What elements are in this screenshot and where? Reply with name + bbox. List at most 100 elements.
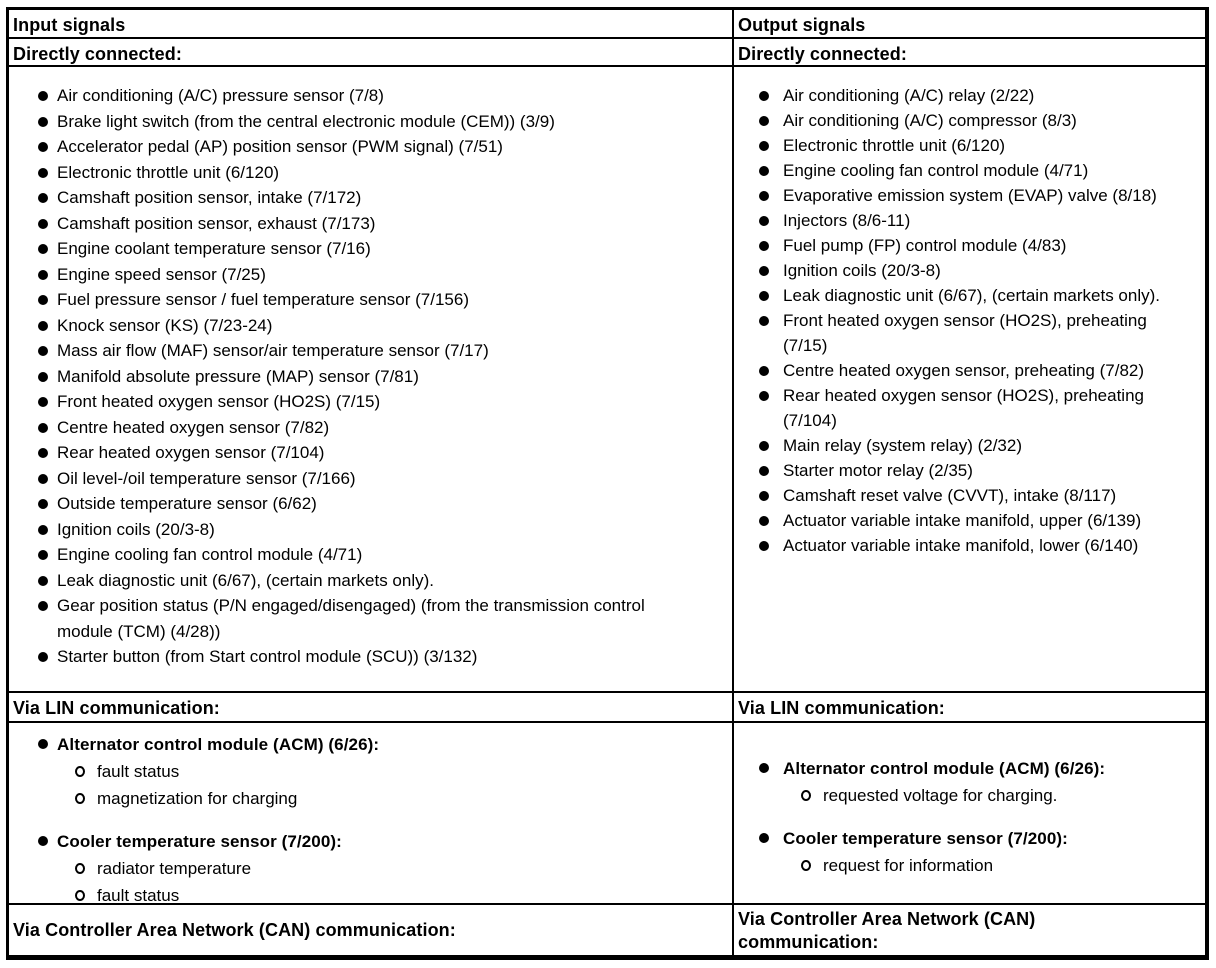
bullet-icon [759, 516, 769, 526]
list-item-text: Oil level-/oil temperature sensor (7/166… [57, 468, 356, 488]
list-item: Centre heated oxygen sensor, preheating … [758, 358, 1163, 383]
bullet-icon [759, 141, 769, 151]
list-item: Camshaft position sensor, intake (7/172) [37, 185, 657, 211]
list-item-text: Starter button (from Start control modul… [57, 647, 478, 666]
list-item-text: Starter motor relay (2/35) [783, 461, 973, 480]
lin-group: Cooler temperature sensor (7/200): radiat… [37, 828, 732, 903]
sub-bullet-icon [75, 863, 85, 874]
bullet-icon [38, 218, 48, 229]
list-item-text: Rear heated oxygen sensor (7/104) [57, 443, 325, 462]
lin-group-subitems: fault status magnetization for charging [57, 758, 732, 812]
list-item: Gear position status (P/N engaged/diseng… [37, 593, 657, 644]
list-item-text: Leak diagnostic unit (6/67), (certain ma… [783, 286, 1161, 305]
list-item-text: Leak diagnostic unit (6/67), (certain ma… [57, 570, 435, 590]
list-item-text: Front heated oxygen sensor (HO2S) (7/15) [57, 392, 381, 411]
bullet-icon [38, 116, 48, 127]
lin-subitem: fault status [75, 882, 732, 903]
bullet-icon [38, 550, 48, 560]
bullet-icon [759, 291, 769, 301]
list-item-text: Main relay (system relay) (2/32) [783, 436, 1023, 455]
list-item-text: Camshaft reset valve (CVVT), intake (8/1… [783, 486, 1117, 505]
list-item-text: Outside temperature sensor (6/62) [57, 494, 317, 513]
list-item: Camshaft position sensor, exhaust (7/173… [37, 211, 657, 237]
list-item: Starter button (from Start control modul… [37, 644, 657, 670]
list-item: Actuator variable intake manifold, lower… [758, 533, 1163, 558]
list-item: Brake light switch (from the central ele… [37, 109, 657, 135]
list-item: Injectors (8/6-11) [758, 208, 1163, 233]
list-item: Outside temperature sensor (6/62) [37, 491, 657, 517]
bullet-icon [38, 652, 48, 662]
list-item-text: Centre heated oxygen sensor (7/82) [57, 417, 330, 437]
lin-subitem: request for information [801, 852, 1205, 879]
bullet-icon [38, 473, 48, 484]
output-directly-connected-label: Directly connected: [734, 39, 1205, 67]
bullet-icon [38, 371, 48, 382]
sub-bullet-icon [75, 793, 85, 804]
bullet-icon [759, 316, 769, 326]
output-lin-cell: Alternator control module (ACM) (6/26): r… [734, 723, 1205, 905]
list-item: Ignition coils (20/3-8) [37, 517, 657, 543]
list-item-text: Electronic throttle unit (6/120) [57, 162, 280, 182]
list-item-text: Camshaft position sensor, intake (7/172) [57, 188, 362, 207]
lin-group-title: Cooler temperature sensor (7/200): [57, 832, 342, 851]
bullet-icon [759, 166, 769, 176]
bullet-icon [38, 167, 48, 178]
list-item: Air conditioning (A/C) pressure sensor (… [37, 83, 657, 109]
bullet-icon [759, 191, 769, 201]
bullet-icon [38, 142, 48, 152]
output-signals-header: Output signals [734, 10, 1205, 39]
bullet-icon [38, 601, 48, 611]
input-can-label-text: Via Controller Area Network (CAN) commun… [13, 920, 456, 940]
bullet-icon [759, 391, 769, 401]
bullet-icon [38, 499, 48, 509]
list-item: Fuel pressure sensor / fuel temperature … [37, 287, 657, 313]
list-item-text: Centre heated oxygen sensor, preheating … [783, 361, 1145, 380]
lin-subitem-text: requested voltage for charging. [823, 786, 1058, 805]
lin-subitem: fault status [75, 758, 732, 785]
lin-group-title: Alternator control module (ACM) (6/26): [57, 735, 380, 754]
list-item-text: Accelerator pedal (AP) position sensor (… [57, 137, 503, 156]
input-can-label: Via Controller Area Network (CAN) commun… [9, 905, 734, 955]
list-item: Actuator variable intake manifold, upper… [758, 508, 1163, 533]
list-item: Knock sensor (KS) (7/23-24) [37, 313, 657, 339]
bullet-icon [38, 320, 48, 331]
list-item-text: Evaporative emission system (EVAP) valve… [783, 186, 1157, 205]
list-item: Ignition coils (20/3-8) [758, 258, 1163, 283]
lin-group-title: Cooler temperature sensor (7/200): [783, 829, 1068, 848]
output-lin-groups: Alternator control module (ACM) (6/26): r… [734, 723, 1205, 879]
list-item: Mass air flow (MAF) sensor/air temperatu… [37, 338, 657, 364]
sub-bullet-icon [75, 766, 85, 777]
bullet-icon [759, 441, 769, 451]
list-item-text: Air conditioning (A/C) compressor (8/3) [783, 111, 1077, 130]
bullet-icon [759, 116, 769, 126]
list-item-text: Engine speed sensor (7/25) [57, 264, 266, 284]
list-item: Main relay (system relay) (2/32) [758, 433, 1163, 458]
input-directly-connected-label: Directly connected: [9, 39, 734, 67]
list-item-text: Actuator variable intake manifold, upper… [783, 511, 1142, 530]
output-signals-header-text: Output signals [738, 15, 866, 35]
list-item-text: Engine coolant temperature sensor (7/16) [57, 239, 371, 258]
output-directly-connected-list: Air conditioning (A/C) relay (2/22) Air c… [734, 67, 1205, 558]
list-item-text: Electronic throttle unit (6/120) [783, 136, 1006, 155]
lin-group-subitems: radiator temperature fault status [57, 855, 732, 903]
list-item-text: Brake light switch (from the central ele… [57, 111, 555, 131]
input-lin-groups: Alternator control module (ACM) (6/26): f… [9, 723, 732, 903]
bullet-icon [759, 833, 769, 843]
output-can-label: Via Controller Area Network (CAN) commun… [734, 905, 1205, 955]
list-item: Engine cooling fan control module (4/71) [758, 158, 1163, 183]
input-lin-label-text: Via LIN communication: [13, 698, 220, 718]
bullet-icon [759, 763, 769, 773]
lin-group-title: Alternator control module (ACM) (6/26): [783, 759, 1106, 778]
list-item-text: Manifold absolute pressure (MAP) sensor … [57, 366, 419, 386]
list-item: Leak diagnostic unit (6/67), (certain ma… [758, 283, 1163, 308]
list-item: Air conditioning (A/C) compressor (8/3) [758, 108, 1163, 133]
list-item: Engine coolant temperature sensor (7/16) [37, 236, 657, 262]
bullet-icon [38, 193, 48, 203]
list-item-text: Air conditioning (A/C) relay (2/22) [783, 86, 1035, 105]
list-item: Front heated oxygen sensor (HO2S) (7/15) [37, 389, 657, 415]
bullet-icon [38, 295, 48, 305]
list-item-text: Ignition coils (20/3-8) [783, 261, 941, 280]
list-item: Centre heated oxygen sensor (7/82) [37, 415, 657, 441]
bullet-icon [759, 241, 769, 251]
list-item: Air conditioning (A/C) relay (2/22) [758, 83, 1163, 108]
